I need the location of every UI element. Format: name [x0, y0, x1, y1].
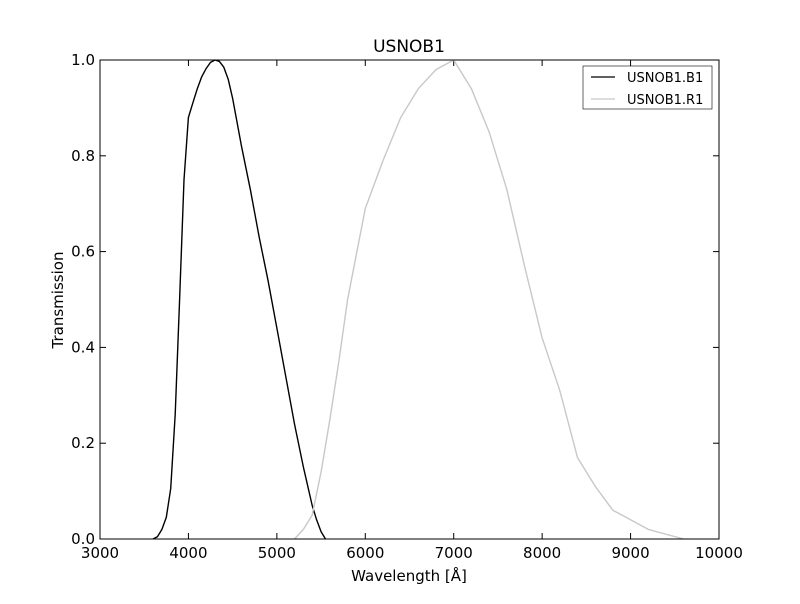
- series-layer: [152, 59, 684, 540]
- x-tick-label: 8000: [523, 544, 561, 562]
- plot-frame: [99, 59, 720, 540]
- legend: USNOB1.B1 USNOB1.R1: [582, 65, 713, 110]
- x-tick-label: 7000: [435, 544, 473, 562]
- x-tick-label: 5000: [258, 544, 296, 562]
- legend-label-usnob1-r1: USNOB1.R1: [627, 93, 703, 108]
- y-axis-label: Transmission: [49, 252, 67, 350]
- y-tick-label: 0.0: [71, 530, 95, 548]
- y-tick-label: 0.6: [71, 243, 95, 261]
- x-tick-label: 3000: [81, 544, 119, 562]
- x-axis-label: Wavelength [Å]: [351, 566, 467, 585]
- series-line-usnob1-r1: [293, 59, 684, 540]
- y-tick-label: 0.4: [71, 338, 95, 356]
- x-tick-label: 9000: [611, 544, 649, 562]
- x-tick-label: 10000: [695, 544, 743, 562]
- x-tick-label: 6000: [346, 544, 384, 562]
- y-tick-label: 0.2: [71, 434, 95, 452]
- tick-layer: 3000 4000 5000 6000 7000 8000 9000 10000 0.0 0.2 0…: [71, 51, 743, 562]
- legend-box: [582, 65, 713, 110]
- x-tick-label: 4000: [169, 544, 207, 562]
- legend-label-usnob1-b1: USNOB1.B1: [627, 71, 703, 86]
- chart-title: USNOB1: [373, 37, 445, 57]
- y-tick-label: 1.0: [71, 51, 95, 69]
- y-tick-label: 0.8: [71, 147, 95, 165]
- series-line-usnob1-b1: [152, 59, 327, 540]
